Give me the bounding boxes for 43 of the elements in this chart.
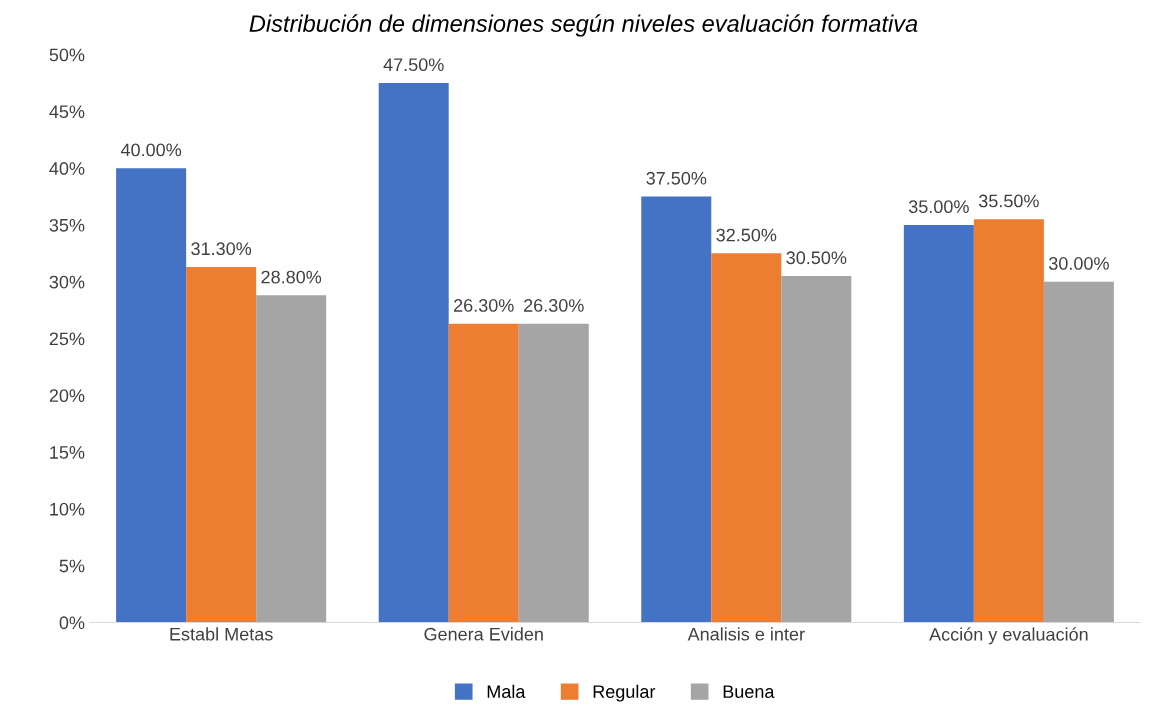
legend-label: Buena: [723, 685, 775, 699]
bar: [1043, 281, 1114, 623]
y-tick-label: 10%: [50, 502, 85, 516]
data-label: 30.50%: [786, 251, 847, 265]
data-label: 47.50%: [383, 58, 444, 72]
bar: [973, 219, 1044, 623]
bar: [448, 323, 519, 623]
y-tick-label: 50%: [49, 48, 85, 62]
data-label: 32.50%: [716, 228, 777, 242]
bar: [186, 266, 257, 623]
data-label: 26.30%: [524, 299, 584, 312]
data-label: 31.30%: [191, 242, 252, 256]
chart-title: Distribución de dimensiones según niveles evaluación formativa: [249, 14, 918, 37]
data-label: 35.50%: [978, 194, 1039, 208]
x-tick-label: Acción y evaluación: [929, 627, 1088, 645]
bar: [518, 323, 589, 623]
data-label: 28.80%: [261, 270, 322, 284]
y-tick-label: 0%: [59, 616, 85, 630]
y-tick-label: 15%: [50, 446, 85, 459]
x-tick-label: Analisis e inter: [687, 627, 805, 641]
x-tick-label: Genera Eviden: [424, 627, 543, 641]
data-label: 30.00%: [1048, 257, 1109, 270]
y-tick-label: 45%: [49, 105, 85, 119]
legend-label: Mala: [487, 684, 526, 699]
bar: [256, 295, 327, 623]
legend-label: Regular: [593, 684, 656, 702]
y-tick-label: 35%: [49, 218, 85, 232]
bar: [781, 276, 852, 623]
y-tick-label: 25%: [49, 332, 85, 346]
y-tick-label: 5%: [59, 559, 85, 573]
x-tick-label: Establ Metas: [170, 627, 273, 641]
data-label: 35.00%: [908, 200, 969, 214]
data-label: 26.30%: [454, 299, 514, 312]
bar: [378, 82, 449, 623]
y-tick-label: 40%: [49, 162, 85, 175]
bar: [641, 196, 712, 623]
y-tick-label: 20%: [49, 389, 85, 403]
bar: [116, 168, 187, 623]
data-label: 40.00%: [120, 143, 182, 157]
data-label: 37.50%: [646, 171, 707, 185]
bar: [903, 224, 974, 623]
bar: [711, 253, 782, 623]
y-tick-label: 30%: [49, 275, 85, 289]
